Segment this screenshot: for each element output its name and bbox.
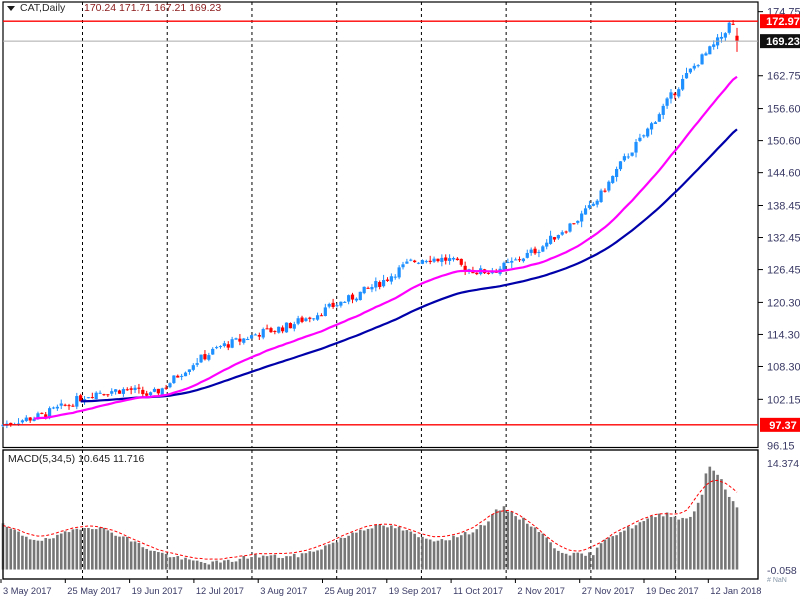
svg-text:156.60: 156.60 bbox=[767, 104, 800, 116]
svg-text:12 Jul 2017: 12 Jul 2017 bbox=[196, 586, 244, 596]
svg-text:3 Aug 2017: 3 Aug 2017 bbox=[260, 586, 307, 596]
svg-text:144.60: 144.60 bbox=[767, 168, 800, 180]
svg-text:# NaN: # NaN bbox=[767, 577, 787, 584]
svg-text:96.15: 96.15 bbox=[767, 441, 795, 453]
svg-text:162.75: 162.75 bbox=[767, 71, 800, 83]
svg-text:97.37: 97.37 bbox=[769, 420, 797, 432]
svg-text:12 Jan 2018: 12 Jan 2018 bbox=[710, 586, 761, 596]
svg-text:138.45: 138.45 bbox=[767, 200, 800, 212]
svg-text:CAT,Daily: CAT,Daily bbox=[20, 2, 66, 14]
svg-text:114.30: 114.30 bbox=[767, 329, 800, 341]
svg-text:MACD(5,34,5) 10.645 11.716: MACD(5,34,5) 10.645 11.716 bbox=[8, 453, 145, 465]
svg-text:-0.058: -0.058 bbox=[767, 565, 797, 577]
svg-text:3 May 2017: 3 May 2017 bbox=[3, 586, 52, 596]
svg-text:102.15: 102.15 bbox=[767, 394, 800, 406]
svg-text:11 Oct 2017: 11 Oct 2017 bbox=[453, 586, 503, 596]
svg-text:27 Nov 2017: 27 Nov 2017 bbox=[582, 586, 635, 596]
svg-text:150.60: 150.60 bbox=[767, 136, 800, 148]
svg-text:170.24 171.71 167.21 169.23: 170.24 171.71 167.21 169.23 bbox=[84, 2, 221, 14]
svg-text:108.30: 108.30 bbox=[767, 361, 800, 373]
svg-text:19 Dec 2017: 19 Dec 2017 bbox=[646, 586, 699, 596]
svg-text:172.97: 172.97 bbox=[766, 16, 800, 28]
svg-text:169.23: 169.23 bbox=[766, 36, 800, 48]
svg-text:25 May 2017: 25 May 2017 bbox=[67, 586, 121, 596]
svg-text:19 Sep 2017: 19 Sep 2017 bbox=[389, 586, 442, 596]
svg-text:132.45: 132.45 bbox=[767, 233, 800, 245]
svg-text:14.374: 14.374 bbox=[767, 458, 799, 470]
svg-text:19 Jun 2017: 19 Jun 2017 bbox=[132, 586, 183, 596]
svg-text:25 Aug 2017: 25 Aug 2017 bbox=[325, 586, 377, 596]
svg-text:126.45: 126.45 bbox=[767, 265, 800, 277]
svg-text:120.30: 120.30 bbox=[767, 297, 800, 309]
svg-text:2 Nov 2017: 2 Nov 2017 bbox=[517, 586, 565, 596]
